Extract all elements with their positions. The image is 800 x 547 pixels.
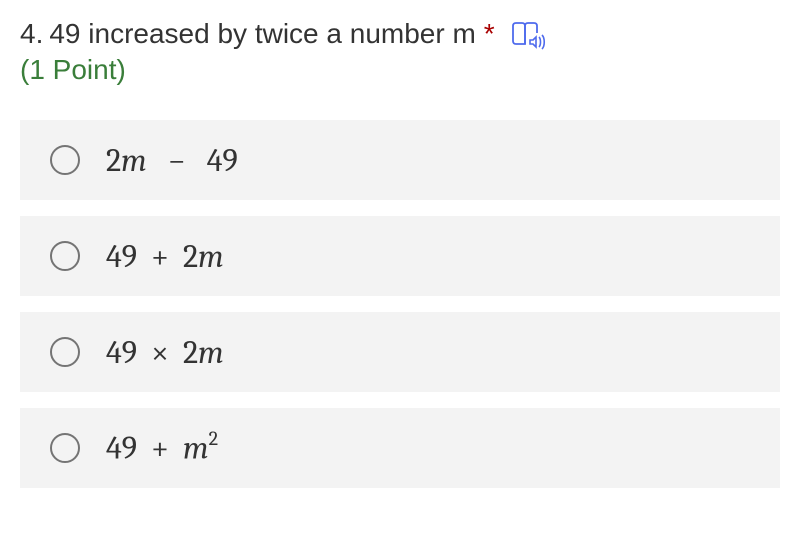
question-number: 4. [20,18,43,50]
option-var: m [121,142,147,179]
option-row[interactable]: 49 × 2m [20,312,780,392]
radio-icon[interactable] [50,241,80,271]
option-row[interactable]: 2m − 49 [20,120,780,200]
immersive-reader-icon[interactable] [511,20,547,50]
option-label: 49 + 2m [106,238,224,275]
option-var: m [198,334,224,371]
option-row[interactable]: 49 + 2m [20,216,780,296]
question-points: (1 Point) [20,54,780,86]
required-asterisk: * [484,18,495,50]
radio-icon[interactable] [50,337,80,367]
question-text: 49 increased by twice a number m [49,18,475,50]
option-sup: 2 [209,427,218,450]
option-num: 49 [106,334,137,371]
option-label: 2m − 49 [106,142,238,179]
options-list: 2m − 49 49 + 2m 49 × 2m 49 + m2 [20,120,780,488]
option-label: 49 + m2 [106,429,218,467]
option-op: + [151,238,169,275]
question-line: 4. 49 increased by twice a number m * [20,18,780,50]
question-header: 4. 49 increased by twice a number m * (1… [20,18,780,86]
option-row[interactable]: 49 + m2 [20,408,780,488]
option-op: + [151,430,169,467]
option-label: 49 × 2m [106,334,224,371]
option-num: 49 [106,430,137,467]
option-num: 2 [106,142,121,179]
option-var: m [198,238,224,275]
radio-icon[interactable] [50,433,80,463]
option-num: 2 [183,238,198,275]
option-op: − [168,142,186,179]
option-num: 49 [207,142,238,179]
option-op: × [151,334,169,371]
option-num: 49 [106,238,137,275]
radio-icon[interactable] [50,145,80,175]
option-num: 2 [183,334,198,371]
option-var: m [183,430,209,467]
